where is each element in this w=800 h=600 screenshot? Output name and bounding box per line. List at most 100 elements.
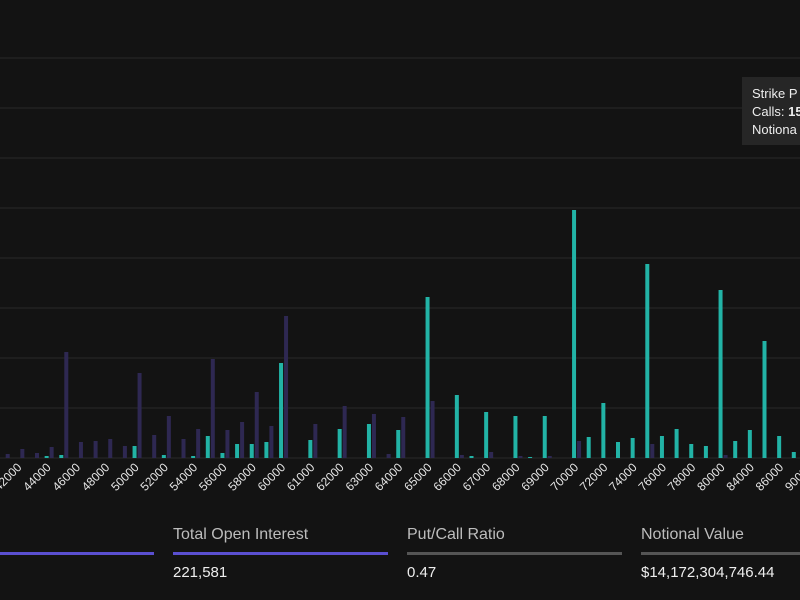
x-tick-label: 90000	[782, 460, 800, 494]
bar	[20, 449, 25, 458]
bar	[430, 401, 435, 458]
bar	[513, 416, 518, 458]
bar	[78, 442, 83, 458]
tooltip-notional: Notiona	[752, 122, 797, 137]
bar	[181, 439, 186, 458]
bar	[723, 455, 728, 458]
x-tick-label: 50000	[108, 460, 142, 494]
tooltip-calls: Calls: 15	[752, 103, 800, 121]
stat-card: Put/Call Ratio 0.47	[407, 526, 622, 581]
x-tick-label: 67000	[460, 460, 494, 494]
stat-underline	[0, 552, 154, 555]
chart: 4200044000460004800050000520005400056000…	[0, 57, 800, 494]
bar	[161, 455, 166, 458]
x-tick-label: 44000	[20, 460, 54, 494]
x-tick-label: 70000	[548, 460, 582, 494]
x-tick-label: 60000	[255, 460, 289, 494]
bar	[616, 442, 620, 458]
x-tick-label: 68000	[489, 460, 523, 494]
x-tick-label: 78000	[665, 460, 699, 494]
bar	[366, 424, 371, 458]
bar	[469, 456, 474, 458]
bar	[5, 454, 10, 458]
stat-value: 0.47	[407, 564, 437, 581]
x-tick-label: 86000	[753, 460, 787, 494]
bar	[132, 446, 137, 458]
bar	[191, 456, 196, 458]
stat-value: $14,172,304,746.44	[641, 564, 775, 581]
bar	[210, 359, 215, 458]
x-tick-label: 76000	[636, 460, 670, 494]
bar	[577, 441, 582, 458]
bar	[137, 373, 142, 458]
bar	[386, 454, 391, 458]
bar	[269, 426, 274, 458]
bar	[459, 455, 464, 458]
bar	[220, 453, 225, 458]
bar	[762, 341, 767, 458]
bar	[586, 437, 591, 458]
bar	[235, 444, 240, 458]
tooltip-title: Strike P	[752, 86, 798, 101]
bar	[308, 440, 313, 458]
x-tick-label: 52000	[137, 460, 171, 494]
stat-label: Total Open Interest	[173, 526, 309, 543]
x-tick-label: 62000	[313, 460, 347, 494]
bar	[674, 429, 679, 458]
bar	[279, 363, 284, 458]
tooltip: Strike P Calls: 15 Notiona	[742, 77, 800, 145]
x-tick-label: 61000	[284, 460, 318, 494]
x-tick-label: 69000	[518, 460, 552, 494]
bar	[342, 406, 347, 458]
bar	[240, 422, 245, 458]
bar	[547, 456, 552, 458]
stat-label: Put/Call Ratio	[407, 526, 505, 543]
bar	[572, 210, 577, 458]
bar	[64, 352, 69, 458]
bar	[313, 424, 318, 458]
bar	[484, 412, 489, 458]
bar	[49, 447, 54, 458]
bar	[371, 414, 376, 458]
x-tick-label: 64000	[372, 460, 406, 494]
bar	[396, 430, 401, 458]
x-tick-label: 48000	[79, 460, 113, 494]
bar	[166, 416, 171, 458]
bar	[518, 456, 523, 458]
tooltip-calls-label: Calls:	[752, 104, 785, 119]
bar	[733, 441, 738, 458]
x-tick-label: 84000	[723, 460, 757, 494]
bar	[747, 430, 752, 458]
bar	[542, 416, 547, 458]
bar	[108, 439, 113, 458]
x-tick-label: 54000	[167, 460, 201, 494]
bar	[249, 444, 254, 458]
x-tick-label: 72000	[577, 460, 611, 494]
bar	[264, 442, 269, 458]
x-tick-label: 65000	[401, 460, 435, 494]
bar	[489, 452, 494, 458]
bar	[93, 441, 98, 458]
stat-underline	[173, 552, 388, 555]
bar	[59, 455, 64, 458]
bar	[284, 316, 289, 458]
stat-card: n Interest	[0, 526, 154, 564]
bar	[645, 264, 650, 458]
bar	[44, 456, 49, 458]
x-tick-label: 63000	[343, 460, 377, 494]
bar	[659, 436, 664, 458]
stat-underline	[407, 552, 622, 555]
stat-underline	[641, 552, 800, 555]
tooltip-calls-value: 15	[788, 104, 800, 119]
bar	[254, 392, 259, 458]
bar	[718, 290, 723, 458]
x-tick-label: 56000	[196, 460, 230, 494]
bar	[630, 438, 635, 458]
bar	[337, 429, 342, 458]
bar	[528, 457, 533, 458]
x-tick-label: 58000	[225, 460, 259, 494]
stat-card: Notional Value $14,172,304,746.44	[641, 526, 800, 581]
x-tick-label: 46000	[50, 460, 84, 494]
bar	[601, 403, 606, 458]
